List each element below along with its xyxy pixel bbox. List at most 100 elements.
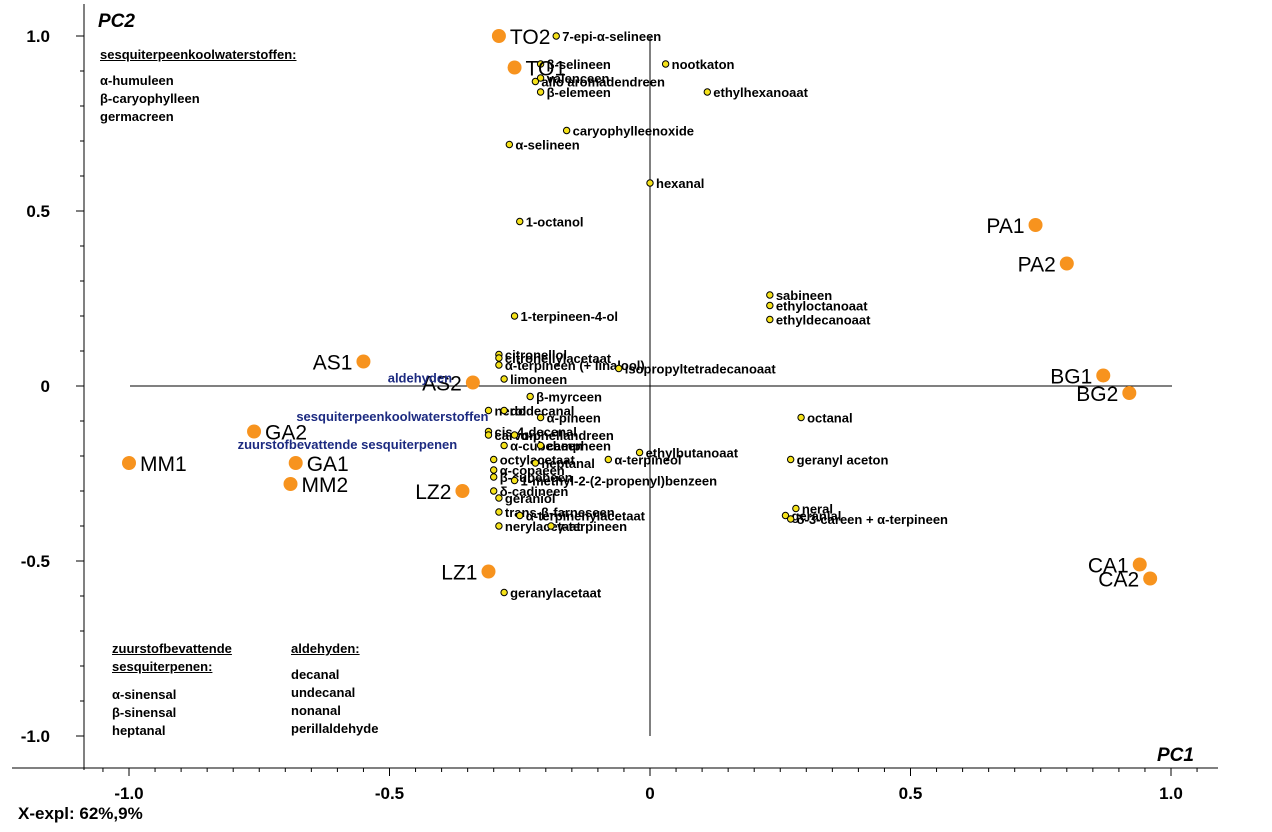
- compound-point: [500, 588, 508, 597]
- compound-label: valenceen: [547, 71, 610, 86]
- aldehyde-note-item: undecanal: [291, 685, 356, 700]
- aldehyde-note-header: aldehyden:: [291, 641, 360, 656]
- x-tick-label: 0.5: [899, 784, 923, 800]
- compound-point: [495, 354, 503, 362]
- compound-point: [490, 455, 498, 464]
- compound-point: [531, 77, 540, 86]
- sample-point: [455, 484, 470, 498]
- sample-point: [465, 375, 480, 390]
- compound-point: [786, 455, 795, 464]
- compound-label: dodecanal: [510, 404, 574, 419]
- compound-point: [547, 522, 555, 530]
- sample-point: [283, 477, 298, 491]
- compound-point: [510, 431, 519, 439]
- compound-point: [484, 431, 493, 439]
- plot-frame: [12, 4, 1218, 770]
- sample-label: PA1: [986, 215, 1024, 238]
- compound-label: β-myrceen: [536, 390, 602, 405]
- compound-label: 7-epi-α-selineen: [562, 29, 661, 44]
- compound-label: α-terpineen (+ linalool): [505, 358, 645, 373]
- compound-label: limoneen: [510, 372, 567, 387]
- sample-point: [122, 456, 136, 470]
- sample-point: [288, 456, 303, 470]
- compound-label: δ-cadineen: [500, 484, 569, 499]
- compound-point: [646, 179, 654, 187]
- oxygenated-note-header-line2: sesquiterpenen:: [112, 659, 213, 674]
- pca-biplot: -1.0 -0.5 0 0.5 1.0 -1.0 -0.5 0 0.5 1.0 7-epi-α-s…: [12, 4, 1218, 800]
- compound-point: [786, 515, 795, 523]
- compound-point: [781, 511, 790, 520]
- sample-label: BG2: [1076, 383, 1118, 406]
- compound-point: [531, 459, 540, 467]
- sample-point: [481, 564, 496, 579]
- compound-label: ethyloctanoaat: [776, 299, 868, 314]
- sample-point: [1122, 386, 1137, 400]
- x-tick-label: 1.0: [1159, 784, 1183, 800]
- compound-label: heptanal: [541, 456, 594, 471]
- x-tick-label: -0.5: [375, 784, 404, 800]
- aldehyde-note-item: decanal: [291, 667, 340, 682]
- sesquiterpene-note: sesquiterpeenkoolwaterstoffen: α-humulee…: [100, 46, 297, 126]
- x-axis-label: PC1: [1157, 745, 1194, 766]
- y-tick-label: -0.5: [21, 552, 50, 571]
- compound-label: geranylacetaat: [510, 586, 602, 601]
- sample-point: [247, 424, 262, 439]
- compound-point: [500, 375, 508, 383]
- compound-point: [510, 476, 519, 485]
- compound-label: octylacetaat: [500, 453, 576, 468]
- x-tick-label: -1.0: [114, 784, 143, 800]
- sample-label: BG1: [1050, 366, 1092, 389]
- compound-point: [766, 291, 774, 299]
- sample-point: [1143, 571, 1158, 586]
- compound-point: [615, 364, 623, 373]
- compound-point: [703, 88, 712, 96]
- compound-point: [536, 88, 545, 96]
- compound-label: hexanal: [656, 176, 704, 191]
- sample-point: [1132, 557, 1147, 572]
- sesquiterpene-note-header: sesquiterpeenkoolwaterstoffen:: [100, 47, 297, 62]
- compound-point: [766, 315, 774, 324]
- compound-label: α-pineen: [547, 411, 601, 426]
- compound-label: α-copaeen: [500, 463, 565, 478]
- compound-label: neral: [802, 502, 833, 517]
- oxygenated-note-item: α-sinensal: [112, 687, 177, 702]
- sample-point: [1096, 368, 1111, 383]
- oxygenated-note-header-line1: zuurstofbevattende: [112, 641, 232, 656]
- sesquiterpene-note-item: germacreen: [100, 109, 174, 124]
- sample-label: CA2: [1098, 569, 1139, 592]
- compound-label: α-phellandreen: [521, 428, 614, 443]
- compound-label: α-terpineol: [614, 453, 681, 468]
- compound-point: [792, 504, 800, 513]
- sample-label: MM1: [140, 453, 187, 476]
- compound-point: [526, 392, 534, 401]
- compound-label: ethyldecanoaat: [776, 313, 871, 328]
- compound-point: [495, 508, 503, 516]
- x-tick-label: 0: [645, 784, 654, 800]
- compound-label: isopropyltetradecanoaat: [625, 362, 777, 377]
- compound-label: caryophylleenoxide: [573, 124, 694, 139]
- y-tick-label: -1.0: [21, 727, 50, 746]
- compound-point: [500, 441, 508, 450]
- aldehyde-note-item: nonanal: [291, 703, 341, 718]
- compound-label: nootkaton: [672, 57, 735, 72]
- compound-label: ethylbutanoaat: [646, 446, 739, 461]
- compound-label: α-cubebeen: [510, 439, 583, 454]
- sesquiterpene-note-item: β-caryophylleen: [100, 91, 200, 106]
- compound-point: [766, 301, 774, 310]
- compound-label: campheen: [547, 439, 611, 454]
- compound-label: α-terpinenylacetaat: [526, 509, 646, 524]
- sample-label: LZ2: [415, 481, 451, 504]
- compound-point: [490, 487, 498, 495]
- axis-ticks: -1.0 -0.5 0 0.5 1.0 -1.0 -0.5 0 0.5 1.0: [21, 27, 1198, 800]
- compound-point: [536, 413, 545, 422]
- compound-point: [661, 60, 670, 68]
- compound-label: citronellylacetaat: [505, 351, 612, 366]
- sample-point: [507, 60, 522, 75]
- compound-label: ethylhexanoaat: [713, 85, 808, 100]
- compound-label: α-selineen: [515, 138, 579, 153]
- compound-label: geranyl aceton: [797, 453, 889, 468]
- category-label: aldehyden: [388, 371, 452, 386]
- oxygenated-note-item: β-sinensal: [112, 705, 177, 720]
- sesquiterpene-note-item: α-humuleen: [100, 73, 174, 88]
